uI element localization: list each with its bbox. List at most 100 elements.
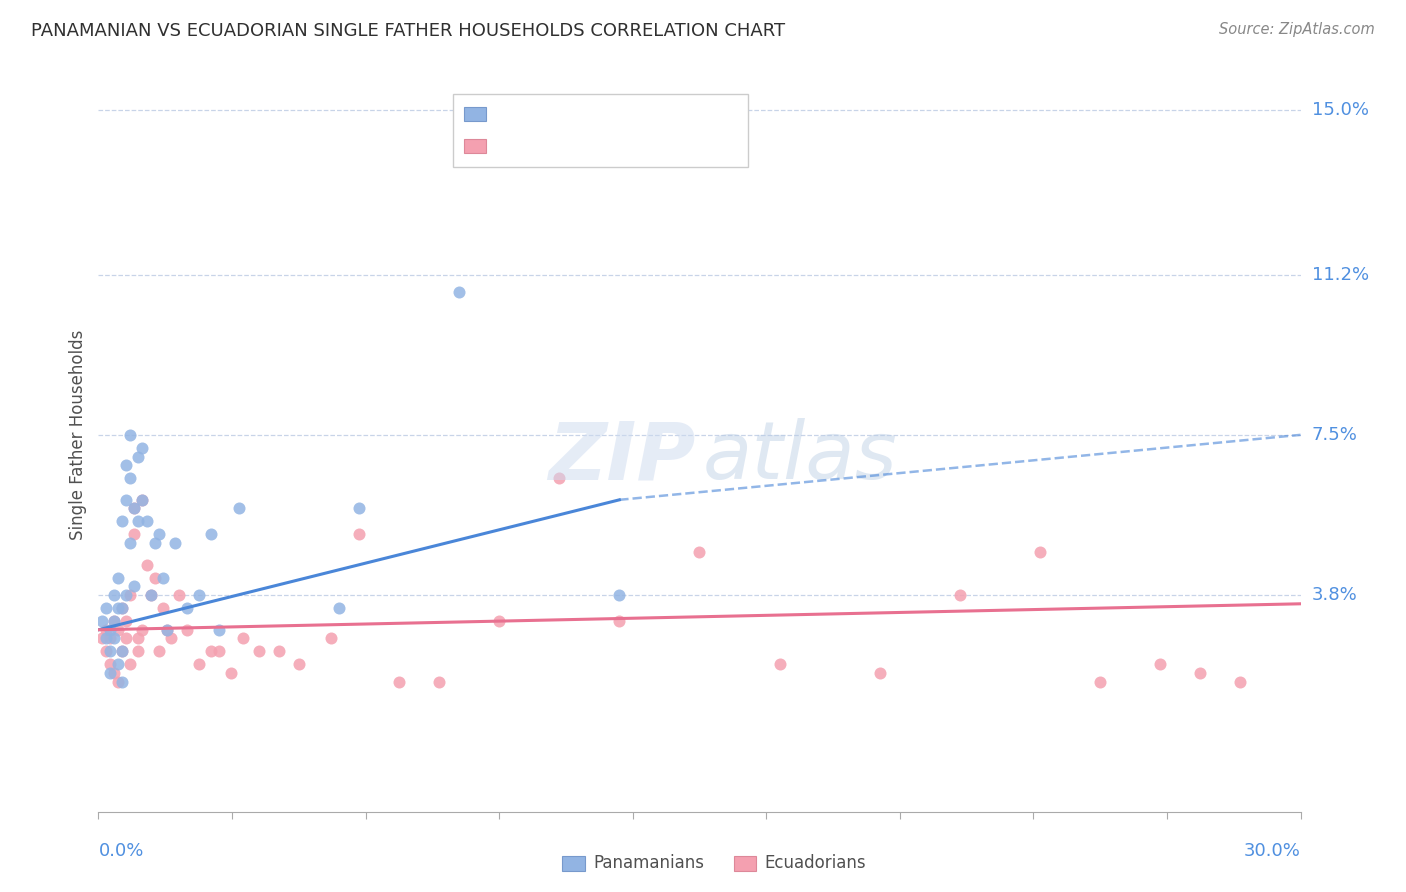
Text: ZIP: ZIP bbox=[548, 418, 696, 497]
Point bbox=[107, 623, 129, 637]
Point bbox=[869, 666, 891, 681]
Text: atlas: atlas bbox=[703, 418, 898, 497]
Point bbox=[319, 632, 342, 646]
Point bbox=[120, 471, 142, 485]
Text: 15.0%: 15.0% bbox=[1312, 101, 1368, 119]
Point bbox=[200, 644, 222, 658]
Point bbox=[128, 450, 150, 464]
Point bbox=[768, 657, 790, 672]
Point bbox=[200, 527, 222, 541]
Point bbox=[247, 644, 270, 658]
Point bbox=[139, 588, 162, 602]
Text: 7.5%: 7.5% bbox=[1312, 425, 1358, 444]
Point bbox=[115, 632, 138, 646]
Point bbox=[103, 614, 125, 628]
Point bbox=[135, 515, 157, 529]
Point bbox=[115, 588, 138, 602]
Point bbox=[100, 644, 122, 658]
Point bbox=[609, 614, 631, 628]
Point bbox=[267, 644, 290, 658]
Point bbox=[103, 666, 125, 681]
Point bbox=[143, 571, 166, 585]
Point bbox=[228, 501, 250, 516]
Text: 30.0%: 30.0% bbox=[1244, 842, 1301, 860]
Point bbox=[176, 623, 198, 637]
Text: 11.2%: 11.2% bbox=[1312, 266, 1369, 284]
Point bbox=[949, 588, 972, 602]
Text: Panamanians: Panamanians bbox=[593, 855, 704, 872]
Point bbox=[100, 632, 122, 646]
Point bbox=[124, 527, 146, 541]
Point bbox=[148, 527, 170, 541]
Point bbox=[447, 285, 470, 299]
Point bbox=[135, 558, 157, 572]
Point bbox=[187, 657, 209, 672]
Point bbox=[131, 492, 153, 507]
Point bbox=[115, 614, 138, 628]
Point bbox=[107, 657, 129, 672]
Point bbox=[232, 632, 254, 646]
Point bbox=[288, 657, 311, 672]
Point bbox=[100, 666, 122, 681]
Point bbox=[152, 571, 174, 585]
Point bbox=[120, 536, 142, 550]
Point bbox=[107, 601, 129, 615]
Point bbox=[128, 515, 150, 529]
Text: 0.0%: 0.0% bbox=[98, 842, 143, 860]
Point bbox=[128, 644, 150, 658]
Point bbox=[96, 623, 118, 637]
Point bbox=[208, 644, 231, 658]
Text: 3.8%: 3.8% bbox=[1312, 586, 1357, 604]
Point bbox=[111, 644, 134, 658]
Point bbox=[124, 579, 146, 593]
Point bbox=[208, 623, 231, 637]
Point bbox=[1029, 545, 1052, 559]
Y-axis label: Single Father Households: Single Father Households bbox=[69, 330, 87, 540]
Point bbox=[111, 674, 134, 689]
Point bbox=[347, 527, 370, 541]
Point bbox=[1149, 657, 1171, 672]
Point bbox=[91, 632, 114, 646]
Point bbox=[548, 471, 571, 485]
Point bbox=[163, 536, 186, 550]
Point bbox=[115, 458, 138, 472]
Point bbox=[128, 632, 150, 646]
Text: R = 0.106    N = 54: R = 0.106 N = 54 bbox=[498, 136, 696, 156]
Point bbox=[120, 657, 142, 672]
Point bbox=[120, 588, 142, 602]
Point bbox=[176, 601, 198, 615]
Point bbox=[131, 492, 153, 507]
Point bbox=[1088, 674, 1111, 689]
Point bbox=[100, 623, 122, 637]
Point bbox=[219, 666, 242, 681]
Point bbox=[609, 588, 631, 602]
Point bbox=[103, 614, 125, 628]
Point bbox=[107, 674, 129, 689]
Point bbox=[124, 501, 146, 516]
Point bbox=[96, 601, 118, 615]
Point bbox=[159, 632, 181, 646]
Text: Ecuadorians: Ecuadorians bbox=[765, 855, 866, 872]
Point bbox=[124, 501, 146, 516]
Text: R = 0.202    N = 44: R = 0.202 N = 44 bbox=[498, 104, 696, 124]
Point bbox=[155, 623, 177, 637]
Point bbox=[347, 501, 370, 516]
Point bbox=[107, 571, 129, 585]
Point bbox=[688, 545, 710, 559]
Point bbox=[427, 674, 450, 689]
Point bbox=[91, 614, 114, 628]
Text: PANAMANIAN VS ECUADORIAN SINGLE FATHER HOUSEHOLDS CORRELATION CHART: PANAMANIAN VS ECUADORIAN SINGLE FATHER H… bbox=[31, 22, 785, 40]
Point bbox=[167, 588, 190, 602]
Point bbox=[131, 441, 153, 455]
Point bbox=[143, 536, 166, 550]
Point bbox=[155, 623, 177, 637]
Point bbox=[100, 657, 122, 672]
Point bbox=[388, 674, 411, 689]
Point bbox=[103, 588, 125, 602]
Point bbox=[115, 492, 138, 507]
Point bbox=[111, 601, 134, 615]
Point bbox=[103, 632, 125, 646]
Point bbox=[131, 623, 153, 637]
Point bbox=[96, 632, 118, 646]
Point bbox=[148, 644, 170, 658]
